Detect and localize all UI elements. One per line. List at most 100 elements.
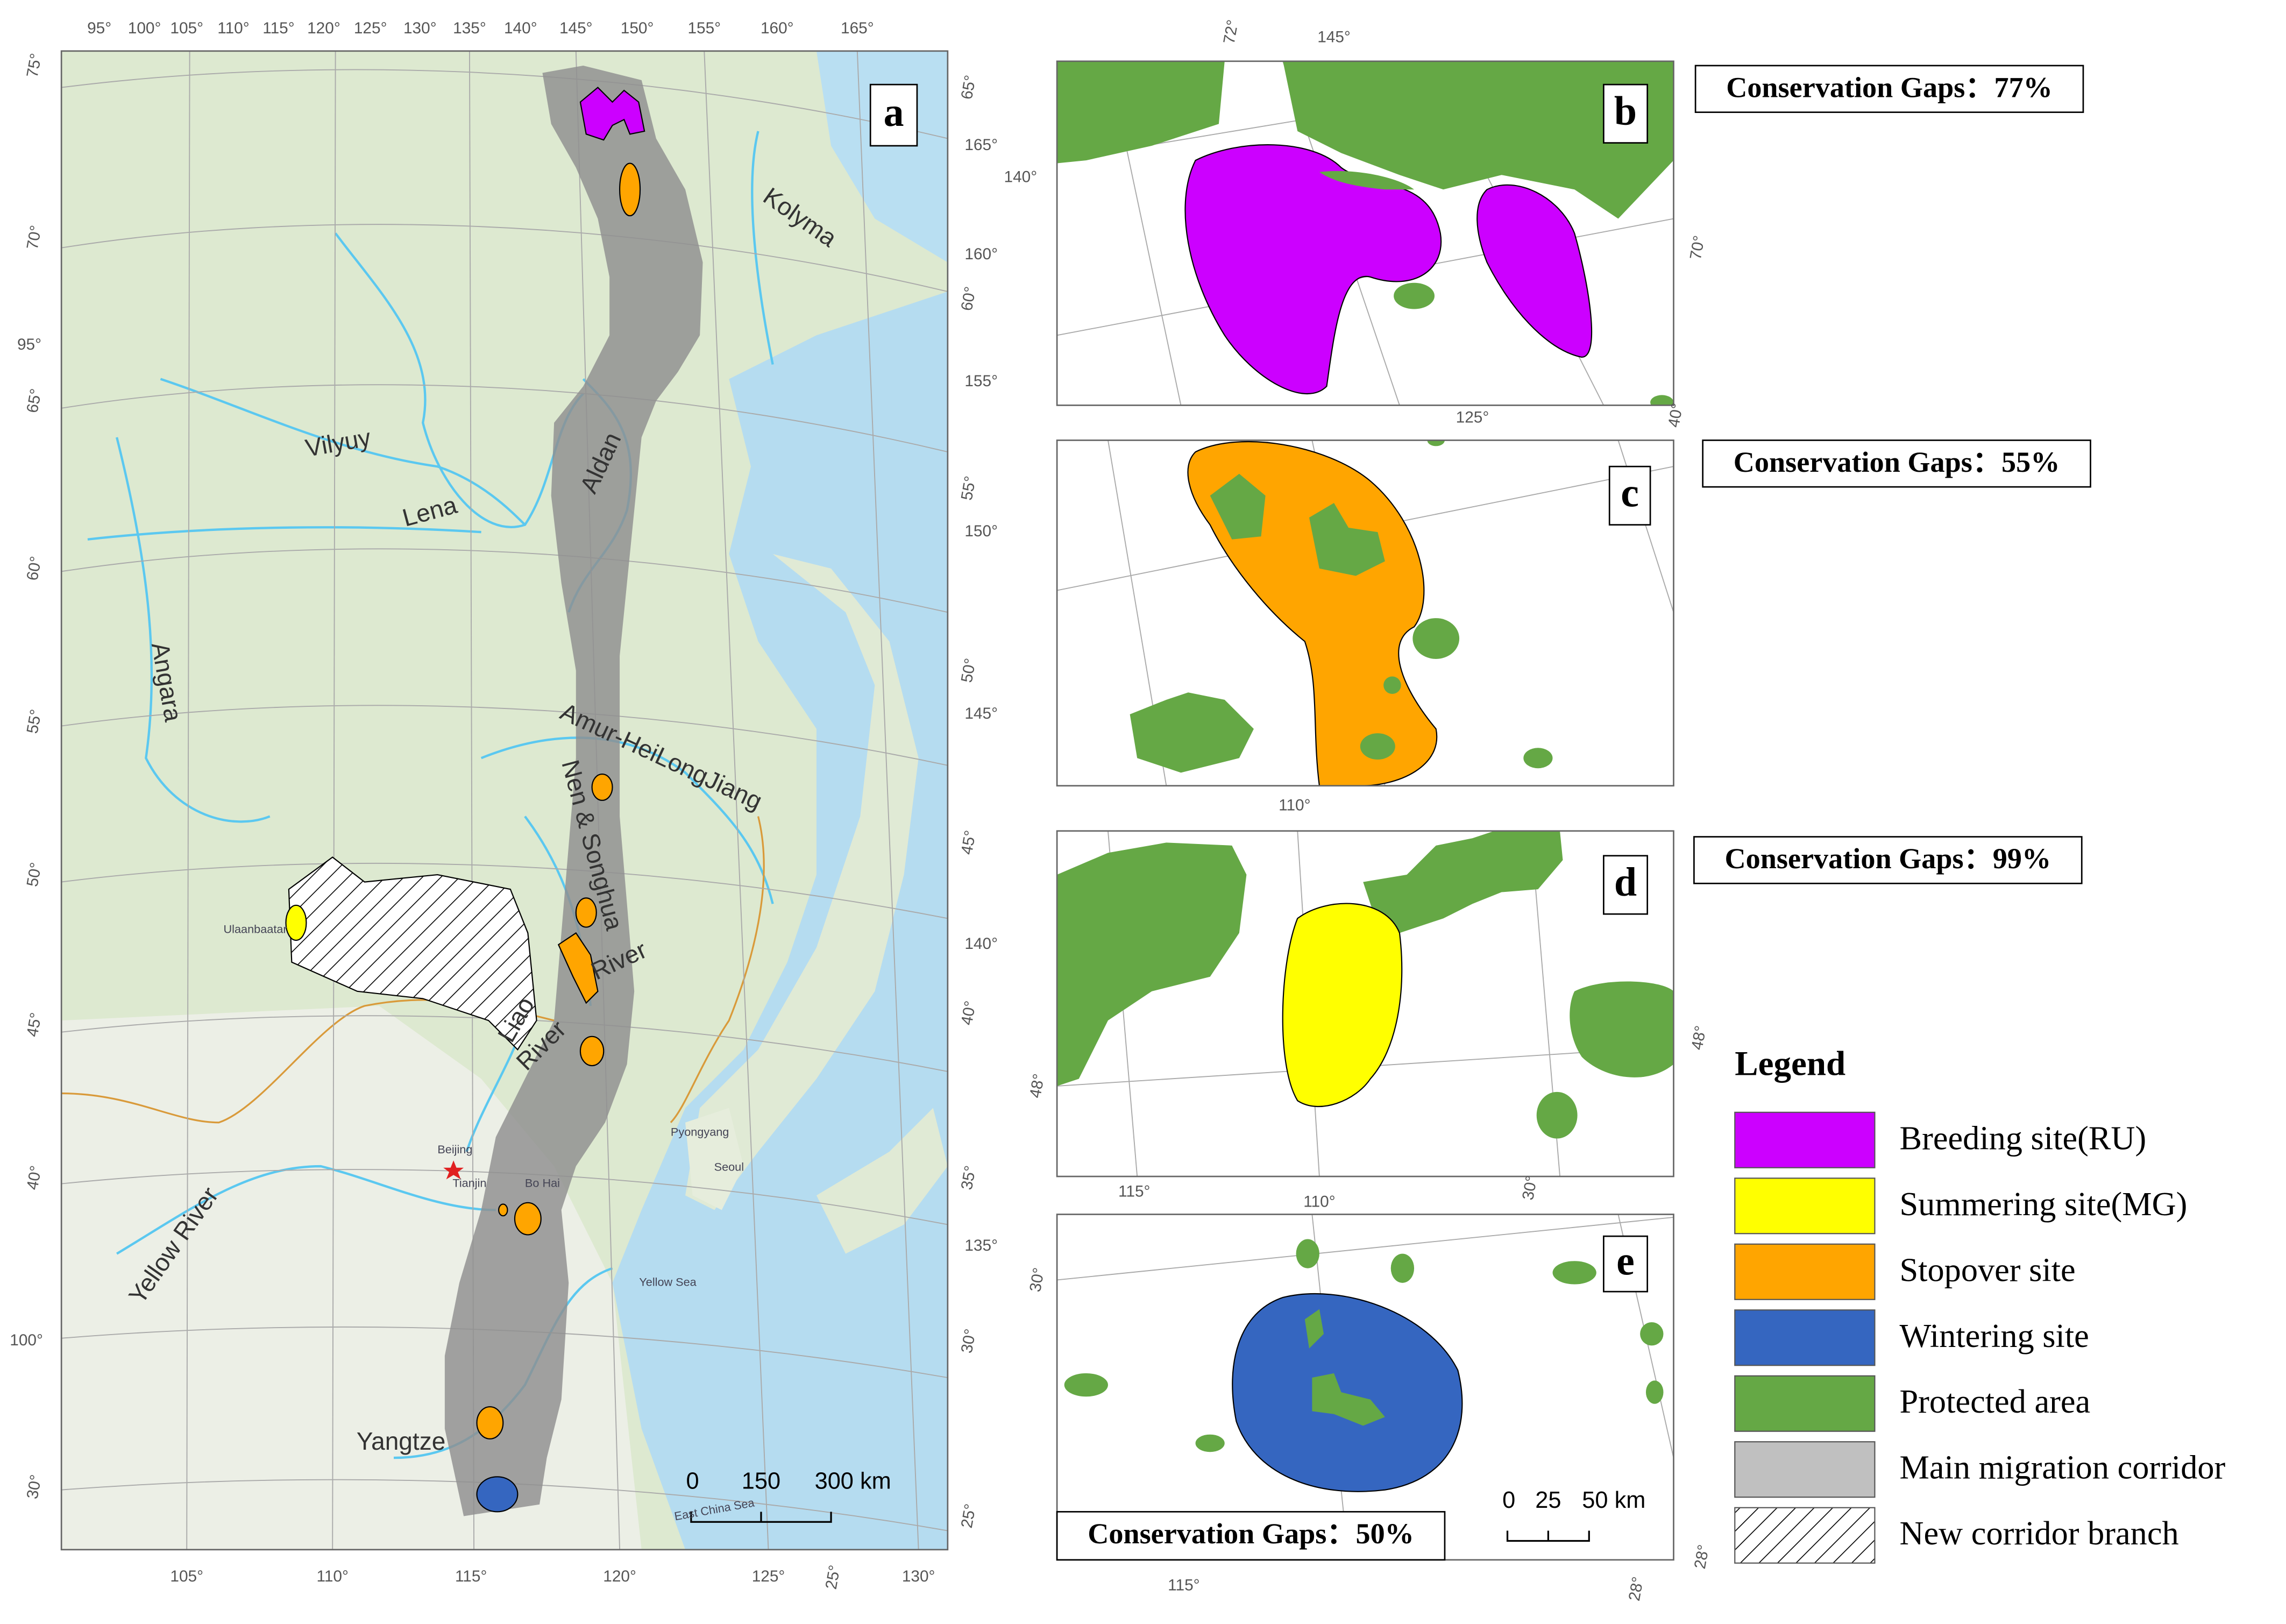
graticule-label: 120° [603,1568,636,1585]
graticule-label: 30° [1519,1174,1540,1201]
graticule-label: 155° [687,19,721,37]
graticule-label: 120° [307,19,340,37]
graticule-label: 75° [24,52,45,79]
conservation-gaps: Conservation Gaps：55% [1734,446,2060,478]
graticule-label: 95° [17,336,41,353]
conservation-gaps: Conservation Gaps：77% [1726,71,2053,103]
graticule-label: 140° [964,935,998,953]
graticule-label: 155° [964,372,998,390]
graticule-label: 50° [958,657,979,684]
graticule-label: 135° [964,1237,998,1254]
graticule-label: 160° [761,19,794,37]
graticule-label: 40° [24,1164,45,1191]
graticule-label: 100° [10,1331,43,1349]
scale-label: 25 [1535,1487,1561,1513]
graticule-label: 145° [964,705,998,722]
graticule-label: 110° [217,19,249,37]
graticule-label: 130° [902,1568,935,1585]
graticule-label: 30° [1026,1266,1048,1293]
conservation-gaps: Conservation Gaps：50% [1088,1517,1414,1550]
graticule-label: 115° [262,19,294,37]
graticule-label: 30° [958,1328,979,1354]
graticule-label: 40° [1665,402,1686,429]
legend-label: Wintering site [1900,1317,2089,1354]
place-label: Pyongyang [671,1125,729,1138]
graticule-label: 48° [1688,1024,1709,1051]
panel-label-box [869,83,918,147]
legend-swatch [1734,1111,1876,1168]
panel-e-map [1057,1214,1674,1560]
graticule-label: 48° [1026,1073,1048,1100]
scale-label: 50 km [1582,1487,1645,1513]
place-label: Beijing [437,1143,472,1156]
place-label: Yellow Sea [639,1275,697,1289]
panel-b-map [1057,61,1674,406]
panel-d-frame [1056,830,1674,1178]
graticule-label: 115° [1168,1576,1199,1594]
graticule-label: 55° [24,708,45,735]
legend-swatch [1734,1178,1876,1235]
panel-c-frame [1056,439,1674,787]
scale-label: 150 [742,1469,780,1494]
graticule-label: 25° [958,1502,979,1529]
panel-label: c [1621,471,1639,516]
place-label: Bo Hai [525,1176,560,1189]
panel-label-box [1603,855,1649,915]
legend-swatch [1734,1375,1876,1432]
place-label: Tianjin [452,1176,486,1189]
graticule-label: 60° [958,285,979,312]
graticule-label: 105° [170,1568,203,1585]
graticule-label: 70° [1687,234,1708,261]
gap-box [1056,1510,1446,1561]
graticule-label: 95° [87,19,111,37]
graticule-label: 100° [128,19,161,37]
graticule-label: 125° [752,1568,785,1585]
graticule-label: 165° [964,136,998,154]
scale-label: 0 [686,1469,699,1494]
panel-label-box [1608,465,1651,526]
graticule-label: 105° [170,19,203,37]
graticule-label: 115° [1118,1183,1150,1201]
graticule-label: 28° [1691,1543,1713,1570]
conservation-gaps: Conservation Gaps：99% [1725,842,2051,875]
legend-label: Summering site(MG) [1900,1186,2188,1223]
graticule-label: 30° [24,1473,45,1500]
panel-label-box [1603,1235,1649,1293]
graticule-label: 150° [964,522,998,540]
panel-label: d [1614,860,1637,905]
scale-label: 0 [1502,1487,1515,1513]
graticule-label: 140° [1004,168,1038,186]
panel-label-box [1603,83,1649,144]
graticule-label: 70° [24,224,45,251]
panel-label: b [1614,89,1637,134]
graticule-label: 145° [1317,28,1351,46]
gap-box [1693,836,2083,884]
graticule-label: 65° [958,74,979,101]
graticule-label: 72° [1220,18,1242,45]
legend-swatch [1734,1507,1876,1564]
graticule-label: 110° [1303,1193,1335,1211]
panel-c-map [1057,440,1674,786]
graticule-label: 130° [403,19,437,37]
legend-swatch [1734,1441,1876,1498]
graticule-label: 125° [354,19,387,37]
graticule-label: 165° [841,19,874,37]
graticule-label: 45° [958,829,979,856]
panel-b-frame [1056,60,1674,406]
legend-label: New corridor branch [1900,1515,2179,1552]
place-label: Ulaanbaatar [224,923,287,936]
legend-swatch [1734,1243,1876,1300]
panel-label: e [1616,1239,1635,1284]
legend-label: Stopover site [1900,1251,2076,1288]
graticule-label: 110° [316,1568,348,1585]
legend-label: Main migration corridor [1900,1449,2226,1486]
graticule-label: 60° [24,555,45,582]
scale-label: 300 km [815,1469,891,1494]
graticule-label: 135° [453,19,486,37]
graticule-label: 40° [958,999,979,1026]
graticule-label: 125° [1456,409,1489,427]
legend-title: Legend [1735,1045,1845,1083]
place-label: Yangtze [357,1427,446,1455]
